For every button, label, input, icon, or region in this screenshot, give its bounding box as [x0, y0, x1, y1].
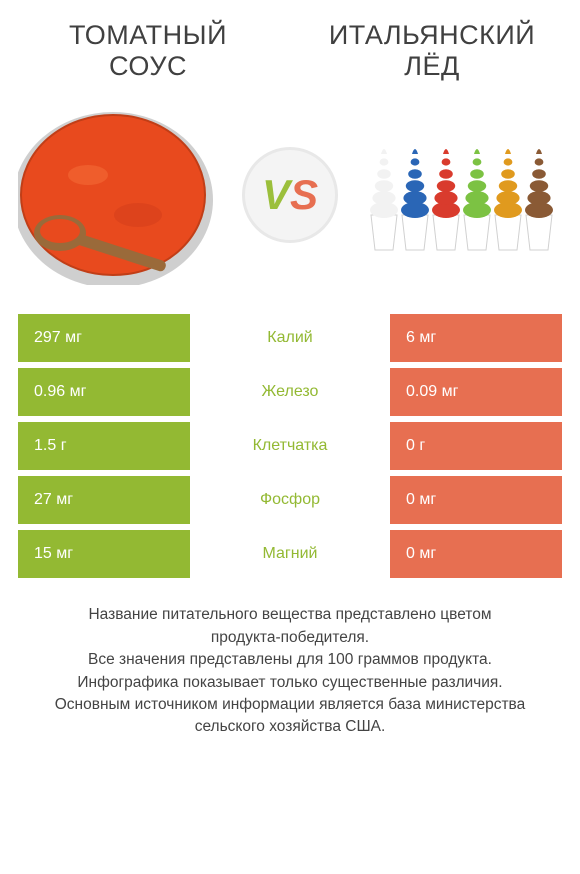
nutrient-right-value: 0 г: [390, 422, 562, 470]
footnote-l5: Основным источником информации является …: [55, 696, 526, 713]
nutrient-label: Магний: [190, 530, 390, 578]
footnote-l3: Все значения представлены для 100 граммо…: [88, 651, 492, 668]
nutrient-table: 297 мгКалий6 мг 0.96 мгЖелезо0.09 мг 1.5 г…: [18, 314, 562, 578]
nutrient-label: Калий: [190, 314, 390, 362]
nutrient-left-value: 27 мг: [18, 476, 190, 524]
footnote-l1: Название питательного вещества представл…: [88, 606, 491, 623]
nutrient-label: Клетчатка: [190, 422, 390, 470]
nutrient-row: 27 мгФосфор0 мг: [18, 476, 562, 524]
footnote: Название питательного вещества представл…: [18, 604, 562, 739]
left-title-line1: ТОМАТНЫЙ: [69, 20, 227, 50]
footnote-l4: Инфографика показывает только существенн…: [77, 674, 502, 691]
nutrient-label: Железо: [190, 368, 390, 416]
images-row: VS: [18, 100, 562, 290]
right-title-line2: ЛЁД: [404, 51, 460, 81]
left-title: ТОМАТНЫЙ СОУС: [18, 20, 278, 82]
title-row: ТОМАТНЫЙ СОУС ИТАЛЬЯНСКИЙ ЛЁД: [18, 20, 562, 82]
nutrient-left-value: 15 мг: [18, 530, 190, 578]
nutrient-right-value: 0 мг: [390, 530, 562, 578]
nutrient-row: 297 мгКалий6 мг: [18, 314, 562, 362]
nutrient-right-value: 0.09 мг: [390, 368, 562, 416]
vs-s: S: [290, 171, 318, 219]
nutrient-left-value: 0.96 мг: [18, 368, 190, 416]
nutrient-row: 0.96 мгЖелезо0.09 мг: [18, 368, 562, 416]
right-title: ИТАЛЬЯНСКИЙ ЛЁД: [302, 20, 562, 82]
nutrient-right-value: 6 мг: [390, 314, 562, 362]
tomato-sauce-image: [18, 105, 218, 285]
italian-ice-image: [362, 105, 562, 285]
vs-badge: VS: [242, 147, 338, 243]
nutrient-right-value: 0 мг: [390, 476, 562, 524]
nutrient-row: 1.5 гКлетчатка0 г: [18, 422, 562, 470]
left-title-line2: СОУС: [109, 51, 187, 81]
nutrient-left-value: 297 мг: [18, 314, 190, 362]
nutrient-row: 15 мгМагний0 мг: [18, 530, 562, 578]
footnote-l2: продукта-победителя.: [211, 629, 369, 646]
footnote-l6: сельского хозяйства США.: [195, 718, 386, 735]
right-title-line1: ИТАЛЬЯНСКИЙ: [329, 20, 535, 50]
vs-v: V: [262, 171, 290, 219]
nutrient-label: Фосфор: [190, 476, 390, 524]
nutrient-left-value: 1.5 г: [18, 422, 190, 470]
